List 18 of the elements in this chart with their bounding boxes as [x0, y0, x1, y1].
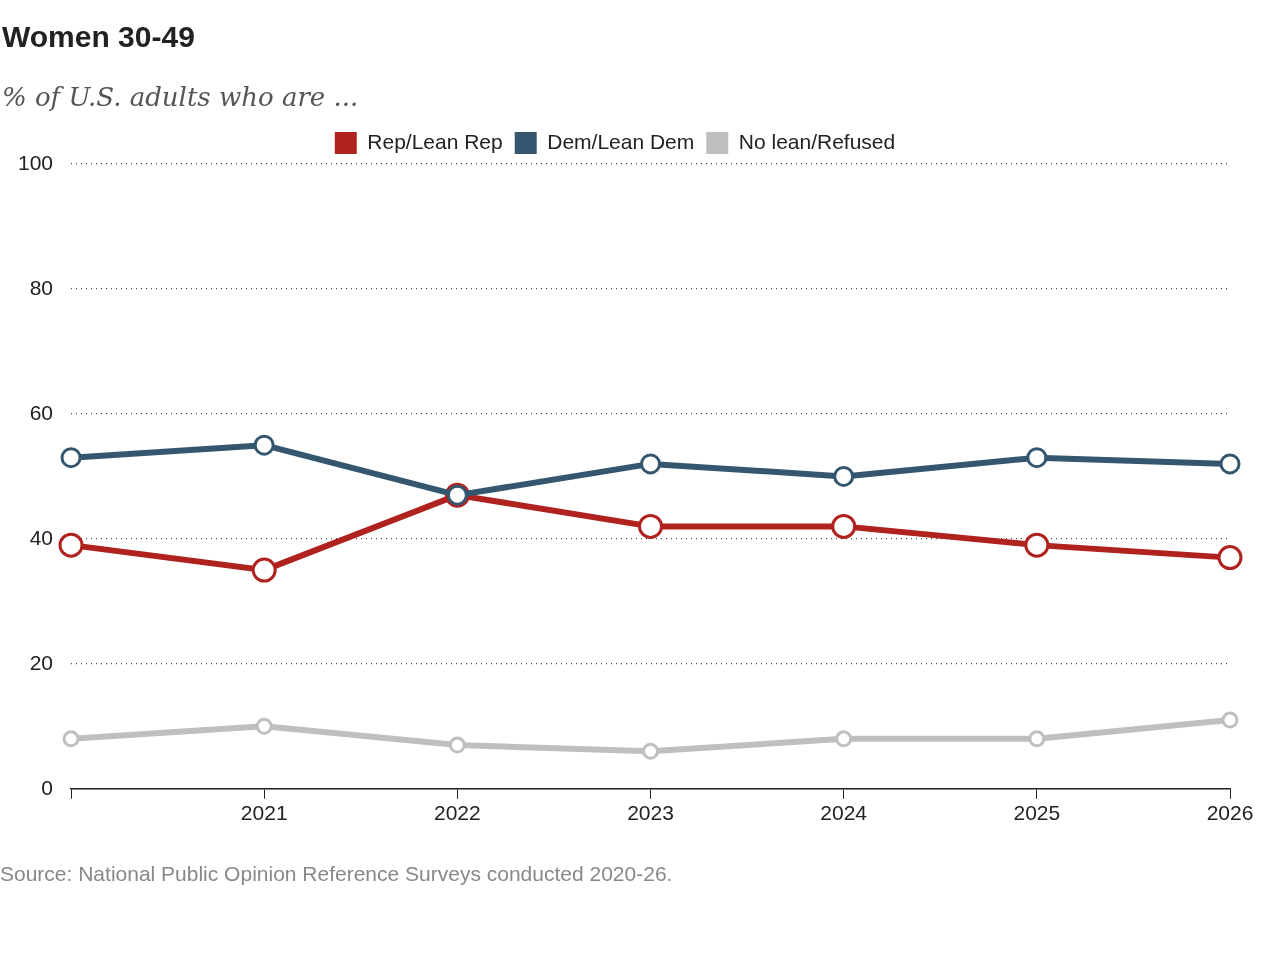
legend-label: Dem/Lean Dem	[547, 129, 695, 153]
x-tick-label: 2026	[1206, 801, 1254, 825]
chart-subtitle: % of U.S. adults who are ...	[2, 82, 359, 112]
y-tick-label: 40	[29, 525, 54, 549]
x-tick-label: 2023	[627, 801, 674, 825]
legend-label: No lean/Refused	[738, 129, 896, 153]
y-tick-label: 0	[41, 775, 54, 799]
x-tick-label: 2025	[1013, 801, 1061, 825]
y-tick-label: 80	[29, 275, 54, 299]
y-tick-label: 60	[29, 400, 54, 424]
chart-title: Women 30-49	[2, 20, 195, 54]
x-tick-label: 2021	[240, 801, 288, 825]
x-tick-label: 2022	[434, 801, 481, 825]
y-tick-label: 20	[29, 650, 54, 674]
y-tick-label: 100	[17, 150, 54, 174]
legend-label: Rep/Lean Rep	[367, 129, 503, 153]
x-tick-label: 2024	[820, 801, 868, 825]
source-note: Source: National Public Opinion Reference Surveys conducted 2020-26.	[0, 862, 673, 886]
